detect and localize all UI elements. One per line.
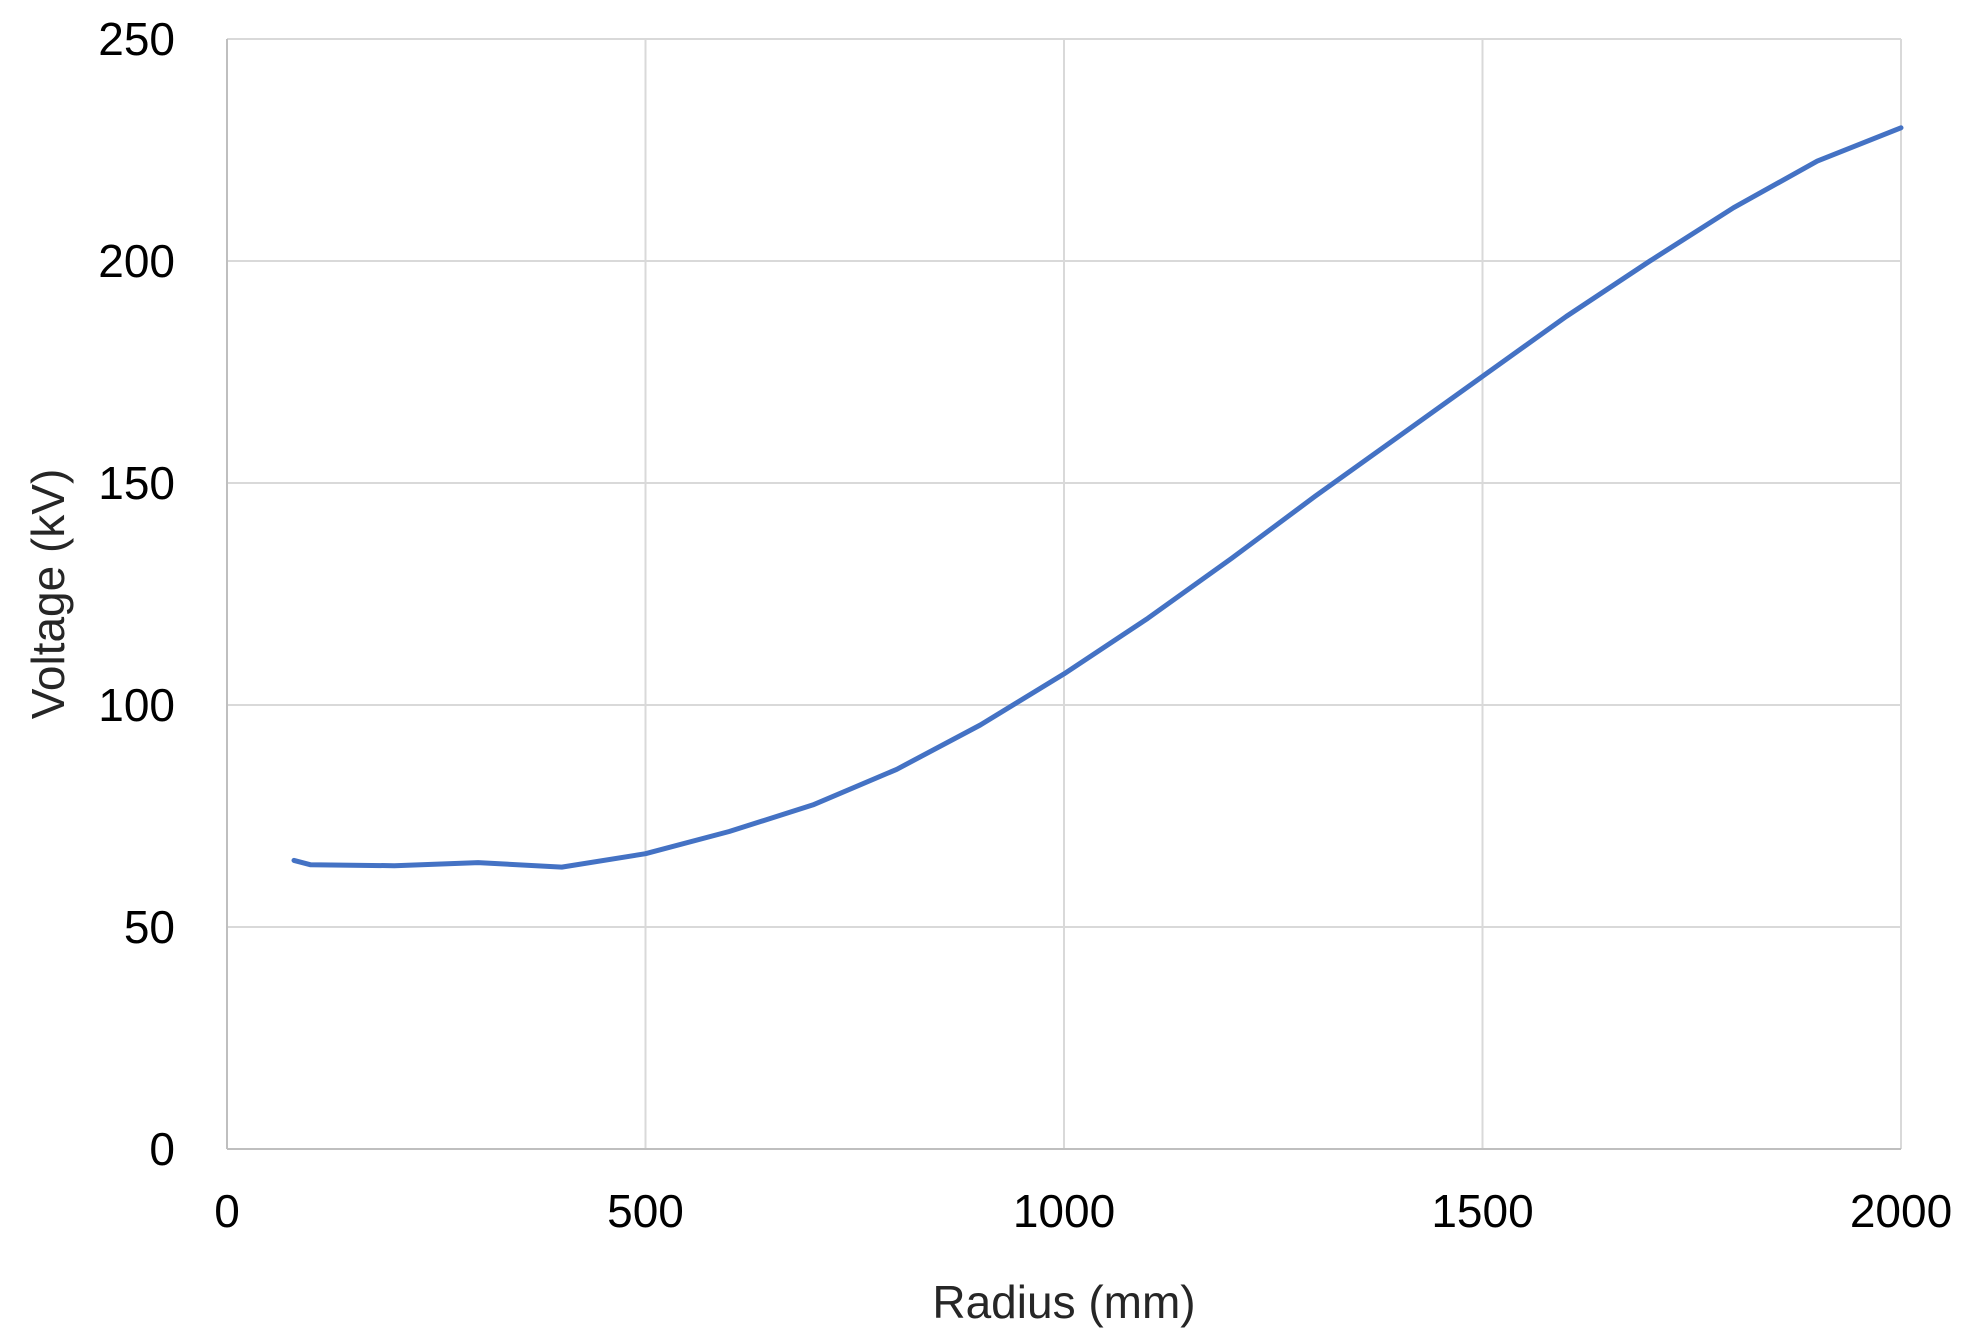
tick-labels: 0 50 100 150 200 250 0 500 1000 1500 2000 [98, 13, 1952, 1237]
axes [226, 39, 1901, 1150]
x-tick-label: 1500 [1431, 1185, 1533, 1237]
y-tick-label: 250 [98, 13, 175, 65]
y-axis-title: Voltage (kV) [22, 469, 74, 720]
x-tick-label: 1000 [1013, 1185, 1115, 1237]
y-tick-label: 150 [98, 457, 175, 509]
series-line-voltage [291, 125, 1904, 870]
y-tick-label: 50 [124, 901, 175, 953]
gridlines [227, 38, 1902, 1149]
y-tick-label: 100 [98, 679, 175, 731]
y-tick-label: 200 [98, 235, 175, 287]
x-tick-label: 2000 [1850, 1185, 1952, 1237]
x-tick-label: 0 [214, 1185, 240, 1237]
series-layer [291, 125, 1904, 870]
x-tick-label: 500 [607, 1185, 684, 1237]
x-axis-title: Radius (mm) [932, 1276, 1195, 1328]
y-tick-label: 0 [149, 1123, 175, 1175]
